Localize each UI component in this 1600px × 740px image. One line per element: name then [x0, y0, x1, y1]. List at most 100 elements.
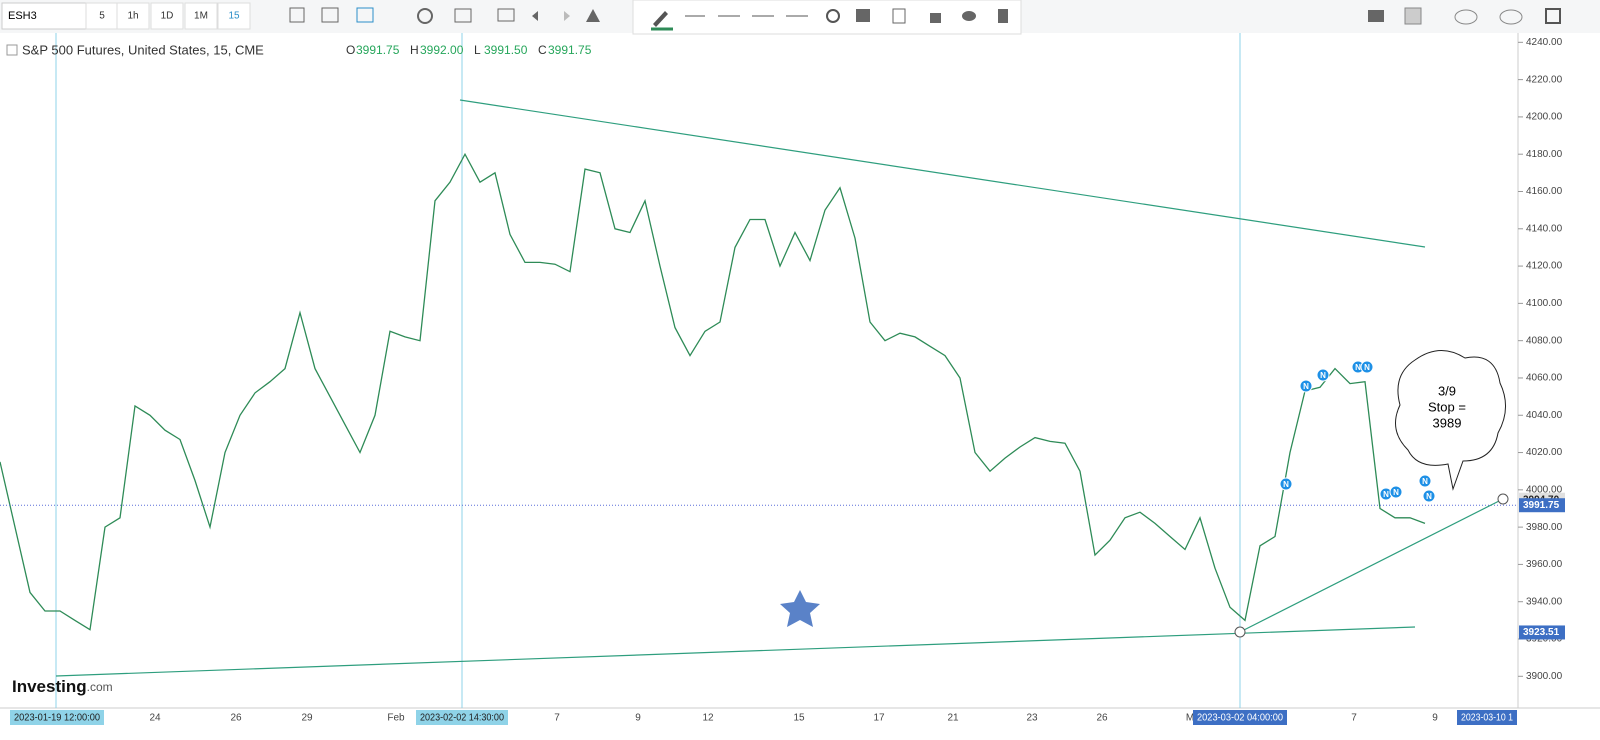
- x-tick-label: 23: [1026, 713, 1038, 724]
- trendline[interactable]: [459, 99, 1426, 248]
- ohlc-key: L: [474, 43, 481, 57]
- x-tick-label: M: [1186, 713, 1194, 724]
- fullscreen-icon[interactable]: [1545, 8, 1561, 24]
- news-marker[interactable]: [1422, 489, 1436, 503]
- price-label: 3923.51: [1523, 627, 1560, 638]
- symbol-box[interactable]: [1, 2, 87, 30]
- ohlc-value: 3991.75: [356, 43, 400, 57]
- date-label-bg: [10, 710, 104, 725]
- x-tick-label: 9: [1432, 713, 1438, 724]
- settings-icon[interactable]: [417, 8, 433, 24]
- news-marker[interactable]: [1316, 368, 1330, 382]
- legend-title: S&P 500 Futures, United States, 15, CME: [22, 42, 264, 57]
- fill-icon[interactable]: [856, 9, 870, 22]
- interval-label: 5: [99, 11, 105, 22]
- news-marker-label: N: [1303, 382, 1309, 391]
- interval-button[interactable]: [217, 2, 251, 30]
- x-tick-label: 26: [230, 713, 242, 724]
- y-tick-label: 4240.00: [1526, 37, 1563, 48]
- x-tick-label: 24: [149, 713, 161, 724]
- copy-icon[interactable]: [892, 8, 906, 24]
- trendline[interactable]: [1239, 498, 1504, 633]
- y-tick-label: 4020.00: [1526, 447, 1563, 458]
- undo-icon[interactable]: [532, 11, 538, 21]
- trash-icon[interactable]: [998, 9, 1008, 23]
- ohlc-key: O: [346, 43, 355, 57]
- callout-bubble: [1395, 350, 1506, 491]
- y-tick-label: 4100.00: [1526, 298, 1563, 309]
- plot: [0, 152, 1518, 631]
- x-tick-label: 2023-03-10 1: [1461, 713, 1513, 724]
- x-tick-label: Feb: [387, 713, 405, 724]
- intervals: 5 1h 1D 1M 15: [85, 2, 251, 30]
- y-tick-label: 4220.00: [1526, 74, 1563, 85]
- callout-text: 3/9: [1438, 383, 1456, 398]
- ohlc-key: H: [410, 43, 419, 57]
- news-marker-label: N: [1426, 492, 1432, 501]
- callout-text: 3989: [1433, 415, 1462, 430]
- ohlc-value: 3991.75: [548, 43, 592, 57]
- tool-icon[interactable]: [454, 8, 472, 23]
- cloud-icon[interactable]: [1454, 9, 1478, 25]
- news-marker-label: N: [1393, 488, 1399, 497]
- redo-icon[interactable]: [564, 11, 570, 21]
- y-tick-label: 3900.00: [1526, 671, 1563, 682]
- toolbar: ESH3 5 1h 1D 1M 15: [0, 0, 1600, 35]
- logo: Investing.com: [12, 677, 113, 696]
- collapse-icon[interactable]: [6, 44, 18, 56]
- ohlc-legend: O 3991.75 H 3992.00 L 3991.50 C 3991.75: [346, 43, 592, 57]
- anchor[interactable]: [1497, 493, 1509, 505]
- trendline[interactable]: [55, 626, 1416, 677]
- pencil-icon[interactable]: [653, 11, 668, 27]
- interval-button[interactable]: [116, 2, 150, 30]
- anchor[interactable]: [1234, 626, 1246, 638]
- x-tick-label: 2023-03-02 04:00:00: [1197, 713, 1283, 724]
- axes: 3900.003920.003940.003960.003980.004000.…: [10, 37, 1565, 725]
- layout-icon[interactable]: [1404, 7, 1422, 25]
- news-marker-label: N: [1422, 477, 1428, 486]
- interval-button[interactable]: [150, 2, 184, 30]
- news-marker[interactable]: [1389, 485, 1403, 499]
- interval-button[interactable]: [184, 2, 218, 30]
- y-tick-label: 4200.00: [1526, 112, 1563, 123]
- star: [780, 590, 820, 627]
- cloud-icon[interactable]: [1499, 9, 1523, 25]
- interval-label: 1h: [127, 11, 138, 22]
- y-tick-label: 3980.00: [1526, 522, 1563, 533]
- x-tick-label: 26: [1096, 713, 1108, 724]
- date-label-bg: [416, 710, 508, 725]
- settings-icon[interactable]: [826, 9, 840, 23]
- ohlc-value: 3992.00: [420, 43, 464, 57]
- news-marker[interactable]: [1418, 474, 1432, 488]
- x-tick-label: 2023-02-02 14:30:00: [420, 713, 504, 724]
- ohlc-key: C: [538, 43, 547, 57]
- y-tick-label: 4000.00: [1526, 484, 1563, 495]
- x-tick-label: 12: [702, 713, 714, 724]
- news-marker[interactable]: [1360, 360, 1374, 374]
- date-label-bg: [1457, 710, 1517, 725]
- eye-icon[interactable]: [962, 11, 976, 21]
- y-tick-label: 4140.00: [1526, 223, 1563, 234]
- y-tick-label: 4120.00: [1526, 261, 1563, 272]
- symbol: ESH3: [8, 10, 37, 22]
- news-marker[interactable]: [1299, 379, 1313, 393]
- news-marker[interactable]: [1279, 477, 1293, 491]
- tool-icon[interactable]: [356, 7, 374, 23]
- ohlc-value: 3991.50: [484, 43, 528, 57]
- alert-icon[interactable]: [586, 9, 600, 22]
- price-label-bg: [1519, 625, 1565, 640]
- y-tick-label: 4060.00: [1526, 373, 1563, 384]
- lock-icon[interactable]: [930, 13, 941, 23]
- y-tick-label: 4040.00: [1526, 410, 1563, 421]
- price-label: 3991.75: [1523, 500, 1560, 511]
- tool-icon[interactable]: [289, 7, 305, 23]
- interval-label: 1D: [161, 11, 174, 22]
- x-tick-label: 29: [301, 713, 313, 724]
- tool-icon[interactable]: [497, 8, 515, 22]
- camera-icon[interactable]: [1368, 10, 1384, 22]
- interval-label: 15: [228, 11, 240, 22]
- y-tick-label: 4180.00: [1526, 149, 1563, 160]
- tool-icon[interactable]: [321, 7, 339, 23]
